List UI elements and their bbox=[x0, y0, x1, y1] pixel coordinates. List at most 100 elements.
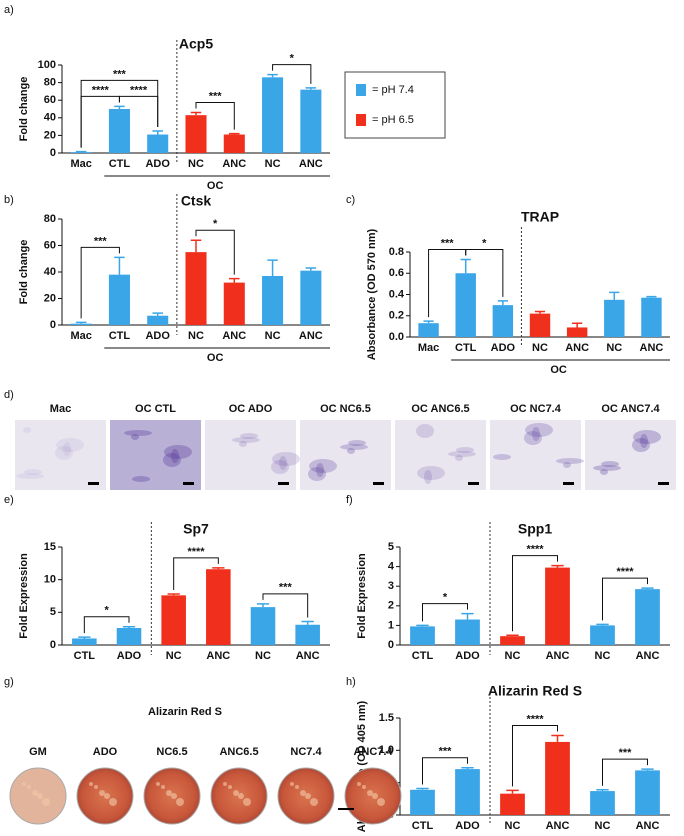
micrograph bbox=[300, 420, 391, 490]
scale-bar bbox=[278, 482, 289, 485]
stain bbox=[24, 469, 42, 475]
x-tick-label: NC bbox=[255, 650, 271, 662]
x-tick-label: ANC bbox=[299, 330, 323, 342]
stain bbox=[493, 454, 511, 460]
stain bbox=[132, 476, 150, 482]
y-tick-label: 20 bbox=[44, 129, 56, 141]
significance-label: *** bbox=[441, 237, 455, 249]
significance-bracket bbox=[80, 79, 159, 148]
x-tick-label: ANC bbox=[565, 342, 589, 354]
x-tick-label: ANC bbox=[222, 330, 246, 342]
x-tick-label: ADO bbox=[117, 650, 142, 662]
stain bbox=[309, 459, 337, 473]
legend-swatch bbox=[356, 84, 366, 96]
significance-bracket bbox=[83, 616, 130, 634]
x-tick-label: NC bbox=[166, 650, 182, 662]
error-bar bbox=[641, 768, 654, 771]
scale-bar bbox=[658, 482, 669, 485]
plate-spot bbox=[99, 790, 105, 796]
plate-spot bbox=[295, 785, 299, 789]
y-tick-label: 60 bbox=[44, 94, 56, 106]
stain bbox=[455, 455, 463, 461]
error-bar bbox=[267, 259, 278, 276]
chart-title: TRAP bbox=[521, 209, 559, 225]
significance-bracket bbox=[465, 248, 504, 297]
plate-label: GM bbox=[29, 746, 47, 758]
x-tick-label: Mac bbox=[418, 342, 439, 354]
x-tick-label: CTL bbox=[109, 158, 131, 170]
error-bar bbox=[190, 239, 202, 253]
x-tick-label: ANC bbox=[222, 158, 246, 170]
y-tick-label: 3 bbox=[388, 580, 394, 592]
bar bbox=[455, 769, 480, 815]
x-tick-label: ANC bbox=[636, 820, 660, 832]
bar bbox=[108, 109, 130, 153]
panel-label: f) bbox=[346, 494, 353, 506]
y-tick-label: 5 bbox=[388, 541, 394, 553]
bar bbox=[635, 589, 660, 645]
stain bbox=[563, 462, 571, 468]
error-bar bbox=[423, 320, 434, 324]
image-label: OC ADO bbox=[229, 403, 273, 415]
bar bbox=[250, 607, 276, 645]
significance-label: * bbox=[105, 605, 110, 617]
y-tick-label: 20 bbox=[44, 292, 56, 304]
stain bbox=[308, 467, 326, 481]
error-bar bbox=[229, 277, 240, 283]
plate-label: NC6.5 bbox=[156, 746, 187, 758]
y-tick-label: 0.2 bbox=[389, 310, 404, 322]
bar bbox=[410, 626, 435, 645]
bar bbox=[545, 741, 570, 815]
panel-label: d) bbox=[4, 389, 14, 401]
y-tick-label: 15 bbox=[44, 541, 56, 553]
bar bbox=[635, 770, 660, 815]
stain bbox=[601, 461, 619, 467]
chart-title: Sp7 bbox=[183, 521, 209, 537]
bar bbox=[70, 152, 92, 153]
stain bbox=[124, 430, 152, 436]
x-tick-label: NC bbox=[595, 820, 611, 832]
error-bar bbox=[461, 767, 474, 770]
group-label: OC bbox=[550, 364, 567, 376]
bar bbox=[604, 299, 625, 337]
scale-bar bbox=[373, 482, 384, 485]
error-bar bbox=[551, 734, 564, 742]
image-label: OC ANC6.5 bbox=[411, 403, 469, 415]
significance-bracket bbox=[195, 229, 235, 275]
plate-spot bbox=[238, 793, 244, 799]
x-tick-label: ANC bbox=[299, 158, 323, 170]
x-tick-label: NC bbox=[188, 158, 204, 170]
significance-label: **** bbox=[526, 544, 544, 556]
y-tick-label: 0.0 bbox=[389, 331, 404, 343]
scale-bar bbox=[88, 482, 99, 485]
stain bbox=[600, 469, 608, 475]
bar bbox=[500, 636, 525, 645]
significance-label: **** bbox=[92, 84, 110, 96]
x-tick-label: CTL bbox=[74, 650, 96, 662]
significance-label: *** bbox=[619, 747, 633, 759]
stain bbox=[593, 465, 621, 471]
y-axis-label: Fold Expression bbox=[18, 553, 30, 639]
significance-label: * bbox=[290, 53, 295, 65]
bar bbox=[410, 789, 435, 815]
scale-bar bbox=[338, 808, 354, 810]
y-tick-label: 1.0 bbox=[379, 744, 394, 756]
bar bbox=[566, 327, 588, 337]
x-tick-label: NC bbox=[595, 650, 611, 662]
significance-label: *** bbox=[209, 90, 223, 102]
error-bar bbox=[229, 132, 240, 135]
plate-spot bbox=[94, 785, 98, 789]
error-bar bbox=[212, 567, 225, 570]
error-bar bbox=[609, 291, 620, 300]
stain bbox=[272, 452, 300, 466]
significance-label: **** bbox=[616, 566, 634, 578]
y-tick-label: 0.4 bbox=[389, 288, 405, 300]
plate-spot bbox=[300, 790, 306, 796]
plate-label: ADO bbox=[93, 746, 118, 758]
significance-bracket bbox=[195, 102, 235, 130]
x-tick-label: NC bbox=[265, 158, 281, 170]
stain bbox=[633, 430, 661, 444]
stain bbox=[424, 470, 432, 484]
error-bar bbox=[78, 636, 91, 639]
stain bbox=[532, 427, 540, 441]
